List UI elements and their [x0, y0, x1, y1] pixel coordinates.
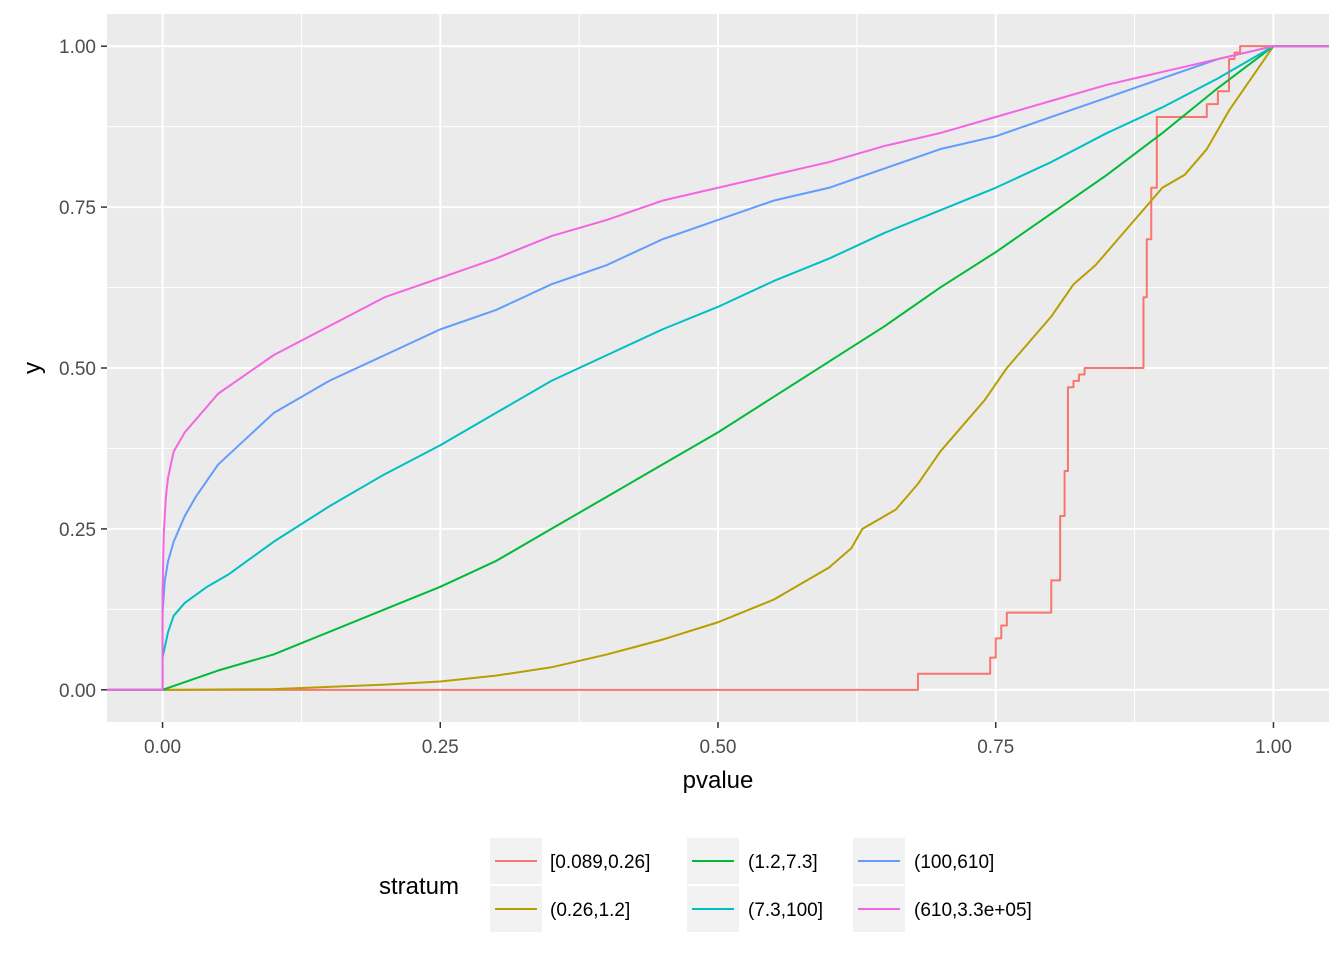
x-tick-label: 0.00: [144, 737, 181, 758]
x-tick-label: 0.25: [422, 737, 459, 758]
series-line: [107, 45, 1329, 691]
y-tick-label: 0.25: [59, 520, 96, 541]
series-line: [107, 45, 1329, 691]
y-axis-title: y: [19, 362, 46, 374]
series-line: [107, 45, 1329, 691]
y-axis-ticks: 0.00 0.25 0.50 0.75 1.00: [59, 37, 107, 702]
x-axis-title: pvalue: [683, 767, 754, 794]
x-tick-label: 0.50: [700, 737, 737, 758]
x-tick-label: 1.00: [1255, 737, 1292, 758]
y-tick-label: 0.00: [59, 681, 96, 702]
legend-label: [0.089,0.26]: [550, 852, 650, 873]
y-tick-label: 0.50: [59, 359, 96, 380]
series-line: [107, 45, 1329, 691]
legend-label: (0.26,1.2]: [550, 900, 630, 921]
legend-title: stratum: [379, 873, 459, 900]
series-lines: [107, 45, 1329, 691]
legend-label: (100,610]: [914, 852, 994, 873]
x-tick-label: 0.75: [977, 737, 1014, 758]
legend-label: (610,3.3e+05]: [914, 900, 1032, 921]
legend-label: (7.3,100]: [748, 900, 823, 921]
series-line: [107, 45, 1329, 691]
x-axis-ticks: 0.00 0.25 0.50 0.75 1.00: [144, 722, 1292, 758]
legend: [0.089,0.26] (0.26,1.2] (1.2,7.3] (7.3,100]…: [490, 838, 1032, 932]
y-tick-label: 1.00: [59, 37, 96, 58]
series-line: [107, 45, 1329, 691]
y-tick-label: 0.75: [59, 198, 96, 219]
legend-label: (1.2,7.3]: [748, 852, 818, 873]
